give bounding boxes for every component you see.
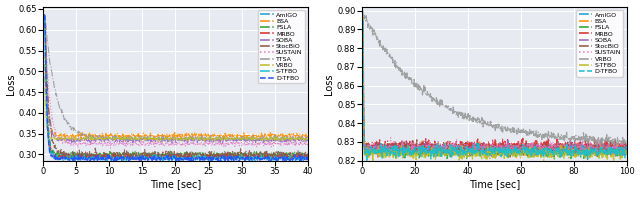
X-axis label: Time [sec]: Time [sec] [150,179,201,189]
X-axis label: Time [sec]: Time [sec] [468,179,520,189]
Legend: AmIGO, BSA, FSLA, MRBO, SOBA, StocBiO, SUSTAIN, TTSA, VRBO, S-TFBO, D-TFBO: AmIGO, BSA, FSLA, MRBO, SOBA, StocBiO, S… [257,10,305,83]
Y-axis label: Loss: Loss [324,73,334,95]
Y-axis label: Loss: Loss [6,73,15,95]
Legend: AmIGO, BSA, FSLA, MRBO, SOBA, StocBiO, SUSTAIN, VRBO, S-TFBO, D-TFBO: AmIGO, BSA, FSLA, MRBO, SOBA, StocBiO, S… [576,10,623,77]
